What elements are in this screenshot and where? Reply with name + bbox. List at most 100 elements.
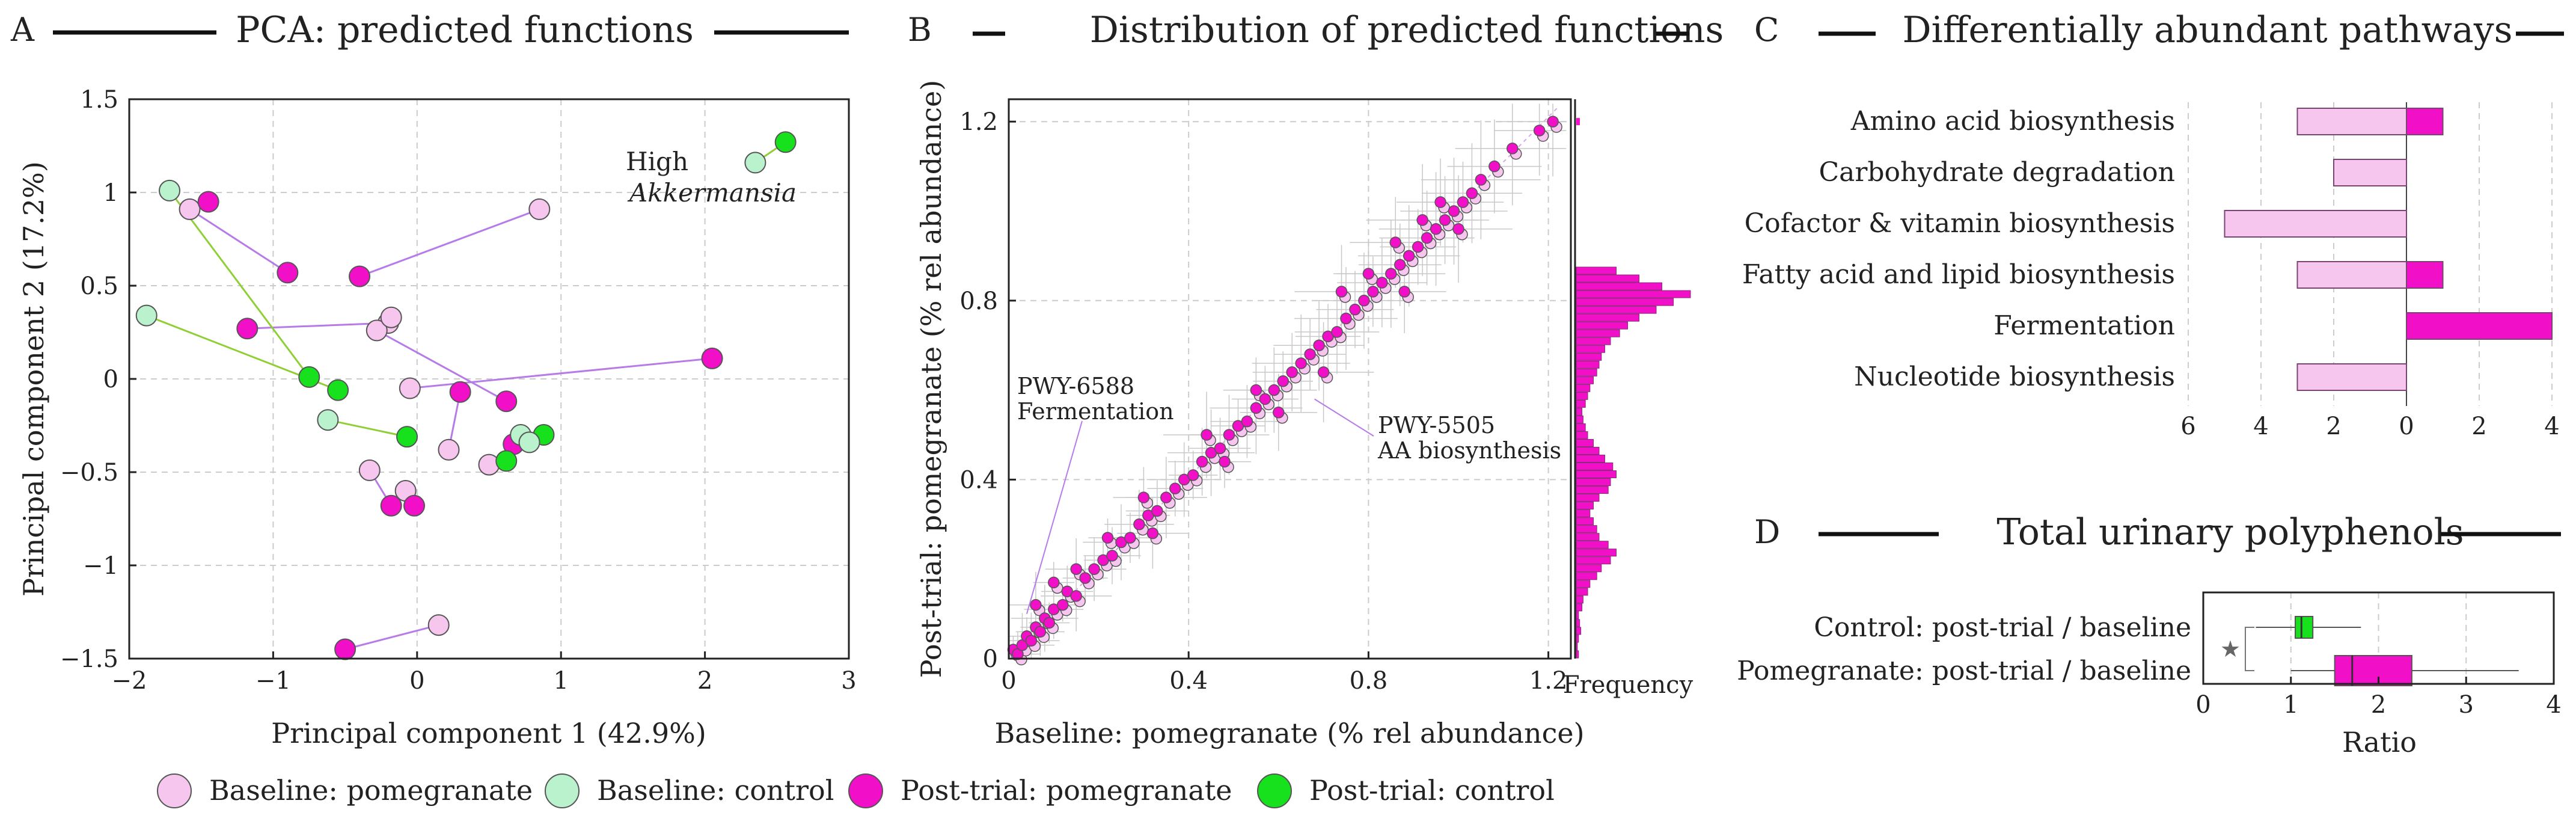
pathway-x-tick-label: 4 (2544, 413, 2559, 440)
pca-y-tick-label: −1.5 (60, 645, 118, 673)
legend-label: Post-trial: pomegranate (901, 774, 1232, 807)
pathway-bar-decreased (2224, 210, 2407, 238)
pca-point-pomegranate-post (349, 265, 371, 287)
scatter-point-post (1434, 196, 1446, 208)
pca-pair-line (247, 322, 388, 330)
scatter-point-post (1057, 598, 1069, 611)
pca-point-control-post (495, 450, 518, 472)
pca-x-tick-label: −1 (255, 667, 291, 695)
pathway-category-label: Fermentation (1993, 310, 2175, 341)
histogram-bar (1576, 282, 1662, 291)
histogram-bar (1576, 290, 1691, 298)
callout-desc-aa: AA biosynthesis (1377, 437, 1561, 464)
histogram-bar (1576, 564, 1602, 573)
histogram-bar (1576, 525, 1597, 533)
histogram-bar (1576, 392, 1588, 400)
pathway-bar-chart: Amino acid biosynthesis Carbohydrate degr… (1742, 102, 2560, 440)
scatter-x-tick-label: 1.2 (1529, 667, 1568, 695)
scatter-point-post (1335, 286, 1348, 298)
boxplot-box (2334, 655, 2412, 686)
histogram-bar (1576, 368, 1597, 377)
histogram-bar (1576, 360, 1600, 369)
annotation-high: High (626, 147, 688, 176)
histogram-bar (1576, 549, 1617, 557)
scatter-point-post (1331, 326, 1343, 338)
boxplot-box (2295, 616, 2314, 639)
scatter-point-post (1349, 303, 1361, 316)
scatter-point-post (1295, 357, 1307, 369)
scatter-point-post (1457, 196, 1469, 208)
legend-label: Post-trial: control (1309, 774, 1555, 807)
histogram-bar (1576, 345, 1605, 353)
scatter-x-tick-label: 0.8 (1350, 667, 1388, 695)
pca-x-tick-label: −2 (112, 667, 147, 695)
scatter-point-post (1124, 532, 1136, 544)
scatter-point-post (1547, 115, 1559, 128)
pca-x-axis-label: Principal component 1 (42.9%) (271, 717, 706, 749)
boxplot-group-labels: Control: post-trial / baseline Pomegranat… (1737, 612, 2191, 686)
annotation-akkermansia: Akkermansia (627, 178, 797, 208)
histogram-bar (1576, 274, 1639, 283)
pca-pair-line (376, 330, 507, 402)
pca-point-pomegranate-baseline (358, 459, 381, 481)
pca-point-control-baseline (518, 431, 540, 454)
histogram-bar (1576, 454, 1605, 463)
pathway-axis-ticks: 6 4 2 0 2 4 (2180, 413, 2559, 440)
boxplot-group-label: Control: post-trial / baseline (1814, 612, 2191, 643)
pca-pair-line (189, 208, 289, 274)
pca-point-pomegranate-baseline (380, 306, 402, 328)
pca-point-pomegranate-post (277, 262, 299, 284)
histogram-bar (1576, 470, 1617, 479)
callout-name-fermentation: PWY-6588 (1017, 373, 1134, 399)
boxplot-x-axis-label: Ratio (2342, 726, 2417, 758)
callout-leader-fermentation (1026, 420, 1083, 614)
pca-point-pomegranate-post (380, 494, 402, 517)
histogram-bar (1576, 588, 1588, 596)
scatter-point-post (1106, 550, 1118, 562)
pca-pair-line (168, 190, 310, 378)
pca-point-control-baseline (159, 179, 181, 201)
histogram-bar (1576, 298, 1674, 306)
legend-swatch (848, 773, 883, 808)
scatter-point-post (1507, 143, 1519, 155)
scatter-point-post (1340, 312, 1352, 325)
pathway-gridlines (2188, 102, 2553, 406)
scatter-point-post (1043, 616, 1056, 629)
scatter-point-post (1317, 366, 1330, 378)
scatter-x-tick-label: 0 (1001, 667, 1016, 695)
pca-y-tick-label: 1.5 (80, 86, 118, 114)
scatter-y-axis-label: Post-trial: pomegranate (% rel abundance… (915, 80, 947, 678)
histogram-bar (1576, 329, 1620, 337)
pca-x-tick-label: 1 (553, 667, 568, 695)
pca-x-tick-label: 2 (697, 667, 712, 695)
pca-point-pomegranate-post (197, 191, 219, 213)
pca-point-control-baseline (317, 409, 339, 431)
pca-point-pomegranate-post (403, 494, 426, 517)
boxplot-x-tick-label: 4 (2546, 691, 2561, 719)
legend-swatch (545, 773, 580, 808)
pathway-bars (2224, 108, 2553, 391)
histogram-bar (1576, 266, 1617, 275)
histogram-bar (1576, 486, 1609, 494)
boxplot-axes-frame (2202, 591, 2555, 685)
boxplot-x-tick-label: 0 (2195, 691, 2210, 719)
scatter-axis-ticks: 00 0.4 0.4 0.8 0.8 1.2 1.2 (959, 108, 1567, 695)
pca-point-pomegranate-baseline (528, 198, 551, 220)
pca-point-control-post (774, 131, 797, 153)
scatter-y-tick-label: 0.8 (959, 287, 998, 315)
histogram-bar (1576, 635, 1579, 643)
scatter-point-post (1070, 590, 1082, 602)
pathway-bar-decreased (2333, 159, 2407, 186)
scatter-point-post (1151, 505, 1163, 517)
legend-swatch (1257, 773, 1292, 808)
scatter-point-post (1187, 469, 1199, 481)
scatter-point-post (1277, 375, 1290, 387)
pathway-category-label: Fatty acid and lipid biosynthesis (1742, 259, 2175, 290)
significance-star: ★ (2220, 636, 2241, 662)
scatter-point-post (1196, 455, 1208, 468)
histogram-bar (1576, 517, 1594, 526)
boxplot-x-tick-label: 2 (2371, 691, 2386, 719)
histogram-bar (1576, 384, 1591, 392)
pathway-bar-decreased (2296, 363, 2407, 391)
legend-swatch (157, 773, 192, 808)
